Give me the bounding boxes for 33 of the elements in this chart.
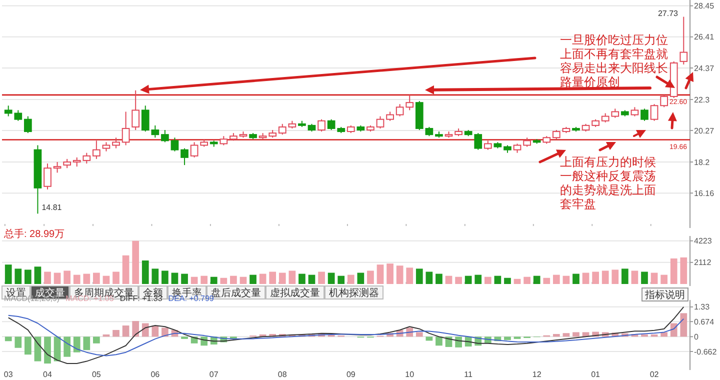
y-tick-label: 0.674: [694, 317, 715, 326]
x-tick-label: 05: [92, 370, 102, 379]
y-tick-label: 20.27: [694, 126, 715, 136]
annotation: 一旦股价吃过压力位上面不再有套牢盘就容易走出来大阳线长路量价原创: [560, 33, 668, 89]
x-tick-label: 03: [4, 370, 14, 379]
x-tick-label: 02: [650, 370, 660, 379]
y-tick-label: 22.3: [694, 95, 710, 104]
chart-title: 总手: 28.99万: [3, 228, 65, 240]
y-tick-label: 0: [694, 332, 699, 342]
tab-button: 虚拟成交量: [266, 286, 324, 300]
y-tick-label: 18.2: [694, 158, 710, 167]
x-tick-label: 12: [532, 370, 542, 379]
annotation: 14.81: [42, 203, 62, 212]
x-tick-label: 01: [591, 370, 601, 379]
x-tick-label: 11: [464, 370, 474, 379]
y-tick-label: 26.41: [694, 32, 715, 42]
x-tick-label: 04: [43, 370, 53, 379]
y-tick-label: -0.662: [694, 347, 718, 356]
annotation: 27.73: [658, 9, 679, 18]
x-tick-label: 10: [405, 370, 415, 379]
help-button: 指标说明: [642, 288, 688, 302]
x-tick-label: 06: [150, 370, 160, 379]
y-tick-label: 16.16: [694, 188, 715, 198]
tab-button: 机构探测器: [324, 286, 384, 300]
y-tick-label: 2112: [694, 258, 712, 268]
y-tick-label: 28.45: [694, 2, 715, 11]
y-tick-label: 24.37: [694, 64, 715, 73]
y-tick-label: 1.33: [694, 302, 710, 312]
x-tick-label: 08: [278, 370, 288, 379]
y-tick-label: 4223: [694, 236, 712, 246]
annotation: 上面有压力的时候一般这种反复震荡的走势就是洗上面套牢盘: [560, 155, 656, 211]
x-tick-label: 09: [346, 370, 356, 379]
x-tick-label: 07: [209, 370, 219, 379]
